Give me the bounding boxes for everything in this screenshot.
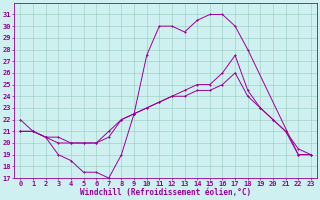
X-axis label: Windchill (Refroidissement éolien,°C): Windchill (Refroidissement éolien,°C)	[80, 188, 251, 197]
